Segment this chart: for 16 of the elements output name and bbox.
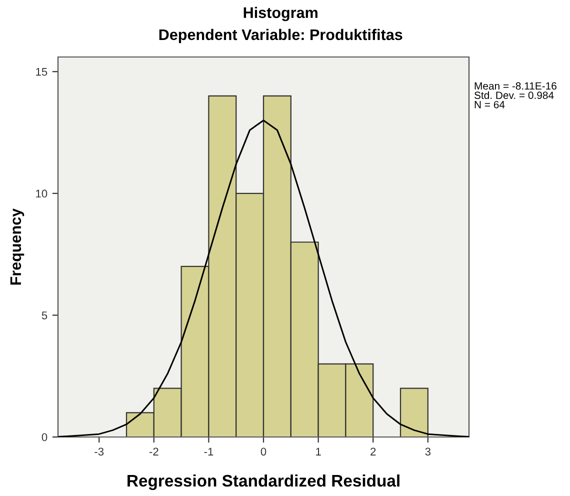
y-axis-title: Frequency — [10, 208, 24, 285]
x-tick-label: 2 — [370, 448, 376, 456]
x-tick-label: 1 — [316, 448, 321, 456]
x-tick-label: -1 — [204, 448, 214, 456]
chart-title: Histogram — [244, 6, 318, 22]
x-tick-label: 3 — [425, 448, 430, 456]
chart-subtitle: Dependent Variable: Produktifitas — [159, 28, 402, 44]
x-tick-label: -3 — [94, 448, 104, 456]
text: Mean = -8.11E-16 Std. Dev. = 0.984 N = 64 — [474, 82, 556, 108]
y-tick-label: 5 — [42, 312, 48, 320]
y-tick-label: 15 — [36, 68, 48, 76]
x-axis-title: Regression Standardized Residual — [128, 474, 400, 490]
y-tick-label: 10 — [36, 190, 48, 198]
x-tick-label: -2 — [149, 448, 158, 456]
y-tick-label: 0 — [42, 433, 48, 442]
x-tick-label: 0 — [260, 448, 266, 456]
